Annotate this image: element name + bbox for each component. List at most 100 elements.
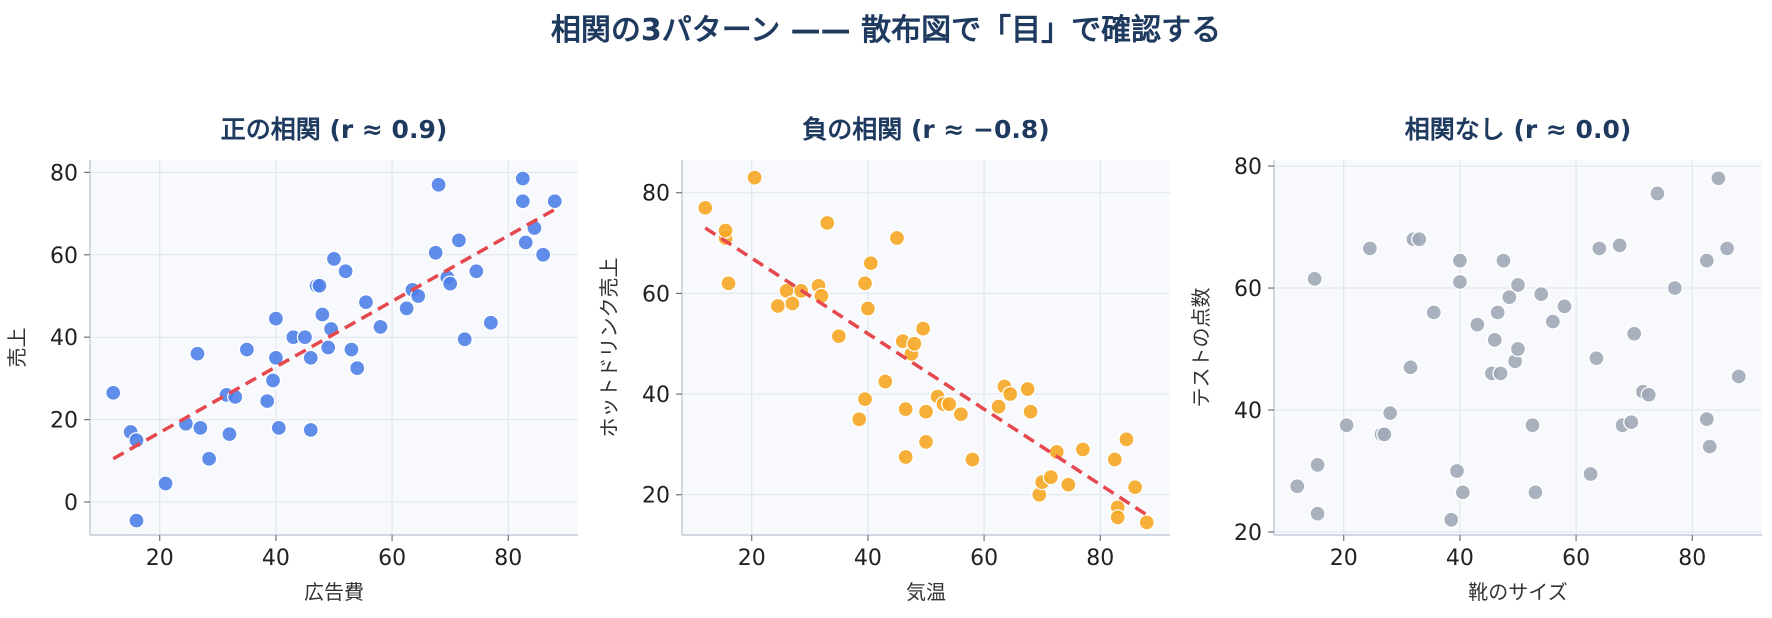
scatter-point	[859, 300, 877, 317]
scatter-point	[1486, 331, 1503, 349]
scatter-point	[720, 275, 737, 292]
scatter-point	[717, 222, 734, 239]
scatter-point	[1338, 417, 1355, 434]
scatter-point	[128, 512, 145, 529]
scatter-point	[1002, 385, 1019, 403]
scatter-point	[1718, 240, 1736, 257]
scatter-point	[1524, 417, 1541, 434]
scatter-point	[1469, 316, 1486, 333]
scatter-point	[270, 419, 287, 437]
scatter-point	[856, 275, 874, 292]
scatter-point	[1106, 451, 1123, 468]
scatter-point	[296, 329, 314, 346]
x-tick-label: 40	[262, 546, 290, 571]
scatter-point	[1411, 231, 1428, 248]
scatter-point	[157, 475, 174, 492]
scatter-point	[314, 306, 331, 323]
x-axis-label: 気温	[906, 580, 946, 604]
scatter-point	[238, 341, 256, 358]
scatter-point	[1382, 404, 1399, 422]
scatter-point	[1509, 276, 1527, 294]
scatter-point	[259, 392, 276, 410]
scatter-point	[917, 403, 935, 420]
panel-negative-correlation: 20 40 60 80 20 40 60 80 負の相関 (r ≈ −0.8) 気温 ホットドリンク…	[597, 115, 1170, 604]
scatter-point	[1448, 462, 1466, 480]
x-tick-label: 60	[970, 546, 998, 571]
scatter-point	[482, 314, 500, 331]
trend-line	[112, 207, 556, 461]
scatter-point	[200, 450, 218, 467]
panel-positive-correlation: 20 40 60 80 0 20 40 60 80 正の相関 (r ≈ 0.9) 広告費 売上	[5, 115, 578, 604]
scatter-point	[442, 275, 459, 292]
x-tick-label: 80	[1086, 546, 1114, 571]
y-tick-label: 60	[50, 244, 78, 269]
scatter-point	[450, 232, 468, 249]
scatter-point	[1640, 386, 1657, 403]
x-tick-label: 60	[378, 546, 406, 571]
y-tick-label: 80	[642, 182, 670, 207]
y-tick-label: 80	[1234, 155, 1262, 180]
scatter-point	[990, 398, 1007, 415]
scatter-point	[1060, 476, 1077, 493]
scatter-point	[221, 425, 238, 443]
x-axis-label: 広告費	[304, 580, 364, 604]
scatter-point	[1019, 380, 1036, 398]
scatter-point	[534, 246, 552, 263]
scatter-point	[897, 401, 914, 418]
scatter-point	[952, 406, 970, 423]
y-tick-label: 80	[50, 161, 78, 186]
scatter-point	[349, 359, 366, 377]
scatter-point	[1451, 252, 1469, 269]
x-tick-label: 80	[1678, 546, 1706, 571]
scatter-point	[1698, 252, 1715, 269]
scatter-point	[1649, 185, 1666, 202]
scatter-point	[1289, 478, 1306, 495]
scatter-point	[819, 214, 836, 232]
scatter-point	[862, 255, 879, 272]
scatter-point	[1701, 438, 1718, 455]
scatter-point	[1118, 431, 1135, 448]
x-axis-label: 靴のサイズ	[1468, 580, 1567, 604]
scatter-point	[1109, 509, 1126, 526]
scatter-point	[267, 349, 285, 366]
scatter-point	[1425, 304, 1442, 321]
scatter-point	[192, 419, 209, 437]
scatter-point	[1556, 298, 1573, 315]
scatter-point	[1376, 426, 1393, 443]
y-tick-label: 40	[642, 383, 670, 408]
scatter-point	[914, 320, 932, 337]
scatter-point	[105, 384, 122, 401]
scatter-point	[1582, 465, 1599, 483]
x-tick-label: 40	[854, 546, 882, 571]
scatter-point	[311, 277, 328, 294]
scatter-point	[1138, 514, 1155, 531]
scatter-point	[1501, 289, 1518, 306]
scatter-point	[427, 244, 444, 261]
y-tick-label: 0	[64, 491, 78, 516]
scatter-point	[456, 331, 473, 348]
scatter-point	[343, 341, 360, 358]
y-axis-label: ホットドリンク売上	[597, 258, 621, 438]
scatter-point	[1022, 403, 1039, 420]
scatter-point	[267, 310, 285, 327]
scatter-point	[514, 193, 531, 210]
scatter-point	[1402, 359, 1419, 376]
scatter-point	[1710, 170, 1727, 187]
scatter-point	[302, 421, 319, 439]
scatter-point	[1074, 441, 1092, 458]
scatter-point	[514, 170, 531, 187]
scatter-point	[1698, 410, 1715, 428]
scatter-point	[1623, 414, 1640, 431]
y-tick-label: 60	[642, 282, 670, 307]
scatter-point	[888, 229, 906, 247]
scatter-point	[325, 250, 343, 268]
scatter-point	[1544, 313, 1562, 330]
scatter-point	[430, 176, 447, 193]
scatter-point	[320, 339, 337, 356]
scatter-point	[917, 433, 935, 451]
scatter-point	[1626, 325, 1643, 342]
scatter-point	[1489, 304, 1506, 321]
scatter-point	[769, 297, 787, 315]
y-tick-label: 40	[50, 326, 78, 351]
scatter-point	[830, 328, 848, 345]
